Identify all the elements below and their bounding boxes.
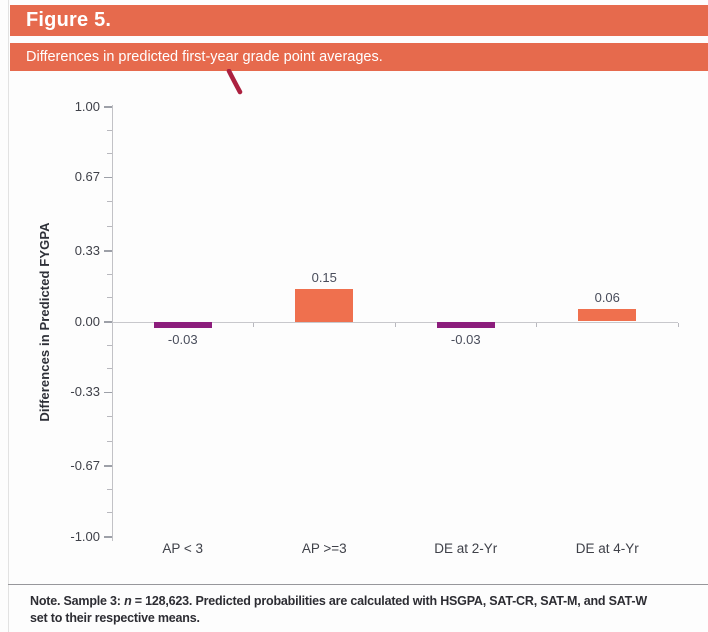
y-minor-tick bbox=[107, 344, 112, 346]
pen-annotation-icon bbox=[226, 69, 243, 95]
x-axis-tick bbox=[536, 322, 537, 327]
bar-de-at-2-yr bbox=[436, 321, 495, 328]
bar-ap-3 bbox=[153, 321, 212, 328]
x-category-label: AP >=3 bbox=[301, 541, 347, 556]
figure-note: Note. Sample 3: n = 128,623. Predicted p… bbox=[30, 593, 694, 627]
y-minor-tick bbox=[107, 273, 112, 275]
note-line1-rest: = 128,623. Predicted probabilities are c… bbox=[131, 594, 647, 608]
y-axis-line bbox=[112, 104, 113, 541]
bar-value-label: 0.15 bbox=[311, 270, 337, 286]
x-axis-tick bbox=[253, 322, 254, 327]
footer-divider bbox=[8, 584, 708, 585]
y-minor-tick bbox=[107, 512, 112, 514]
y-minor-tick bbox=[107, 368, 112, 370]
y-tick-label: -1.00 bbox=[70, 528, 100, 544]
bar-de-at-4-yr bbox=[578, 308, 637, 322]
y-tick-label: 0.67 bbox=[74, 169, 100, 185]
figure-subtitle-bar: Differences in predicted first-year grad… bbox=[10, 43, 708, 71]
y-minor-tick bbox=[107, 201, 112, 203]
figure-subtitle: Differences in predicted first-year grad… bbox=[26, 49, 383, 65]
note-prefix: Note. Sample 3: bbox=[30, 594, 125, 608]
y-tick-label: -0.67 bbox=[70, 457, 100, 473]
y-minor-tick bbox=[107, 129, 112, 131]
zero-baseline bbox=[112, 321, 678, 323]
figure-title-bar: Figure 5. bbox=[10, 5, 708, 36]
y-major-tick bbox=[104, 106, 112, 108]
y-tick-label: 0.33 bbox=[74, 242, 100, 258]
bar-value-label: -0.03 bbox=[167, 331, 198, 347]
x-axis-tick bbox=[394, 322, 396, 327]
y-minor-tick bbox=[107, 440, 112, 442]
y-major-tick bbox=[104, 250, 112, 252]
y-major-tick bbox=[104, 176, 112, 179]
y-major-tick bbox=[104, 391, 112, 394]
y-major-tick bbox=[104, 536, 112, 538]
bar-ap-3 bbox=[295, 289, 354, 322]
note-n-italic: n bbox=[124, 594, 132, 608]
x-axis-tick bbox=[677, 322, 679, 327]
y-major-tick bbox=[104, 321, 112, 323]
y-minor-tick bbox=[107, 153, 112, 155]
note-line2: set to their respective means. bbox=[30, 611, 200, 625]
y-tick-label: 1.00 bbox=[74, 98, 100, 114]
figure-title: Figure 5. bbox=[26, 9, 112, 31]
x-category-label: DE at 4-Yr bbox=[575, 541, 639, 556]
y-minor-tick bbox=[107, 488, 112, 490]
y-minor-tick bbox=[107, 416, 112, 418]
x-category-label: AP < 3 bbox=[162, 541, 204, 556]
page-left-edge bbox=[8, 0, 9, 632]
bar-value-label: 0.06 bbox=[594, 289, 620, 305]
y-minor-tick bbox=[107, 297, 112, 299]
y-tick-label: 0.00 bbox=[74, 313, 100, 329]
y-minor-tick bbox=[107, 225, 112, 227]
bar-value-label: -0.03 bbox=[450, 331, 481, 347]
x-category-label: DE at 2-Yr bbox=[434, 541, 498, 556]
y-tick-label: -0.33 bbox=[70, 384, 100, 400]
y-major-tick bbox=[104, 465, 112, 467]
